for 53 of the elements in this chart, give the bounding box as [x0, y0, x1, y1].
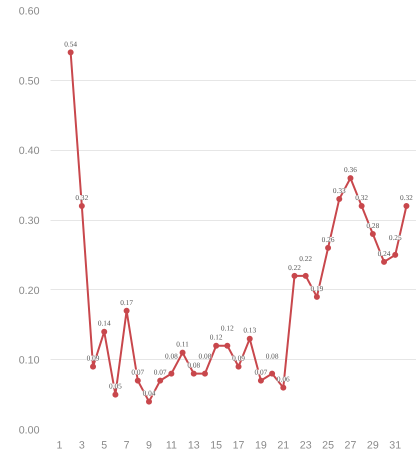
x-tick-label: 5 [101, 440, 108, 452]
y-tick-label: 0.20 [18, 284, 40, 297]
point [246, 336, 253, 342]
point [124, 308, 130, 314]
y-tick-label: 0.60 [18, 6, 40, 18]
point [146, 398, 152, 405]
x-tick-label: 11 [166, 440, 177, 452]
point [302, 272, 309, 279]
point [325, 244, 332, 251]
point [236, 364, 242, 370]
x-tick-label: 3 [78, 440, 85, 452]
point [213, 342, 220, 349]
x-tick-label: 15 [210, 440, 222, 452]
x-tick-label: 23 [300, 440, 312, 452]
x-tick-label: 17 [232, 440, 245, 452]
point [202, 370, 208, 377]
point [168, 370, 174, 377]
point [269, 370, 276, 377]
x-tick-label: 19 [254, 440, 267, 452]
point [258, 378, 264, 384]
point [347, 175, 354, 182]
point [90, 364, 96, 370]
x-tick-label: 29 [366, 440, 379, 452]
point [112, 392, 118, 398]
point [280, 384, 286, 391]
point [224, 342, 230, 349]
y-tick-label: 0.40 [18, 145, 40, 158]
point [68, 49, 74, 56]
x-tick-label: 9 [146, 440, 152, 452]
point [403, 203, 410, 210]
point [190, 370, 197, 377]
y-tick-label: 0.10 [18, 354, 40, 367]
y-tick-label: 0.00 [18, 424, 40, 436]
y-tick-label: 0.30 [18, 215, 40, 227]
point [381, 258, 388, 265]
x-tick-label: 25 [322, 440, 334, 452]
y-tick-label: 0.50 [18, 75, 40, 88]
point [292, 272, 298, 279]
point [134, 378, 141, 384]
point [358, 203, 365, 210]
x-tick-label: 13 [188, 440, 200, 452]
point [370, 230, 376, 237]
point [336, 196, 342, 202]
point [392, 252, 398, 258]
x-tick-label: 31 [389, 440, 402, 452]
x-tick-label: 1 [56, 440, 62, 452]
point [78, 203, 85, 210]
point [180, 350, 186, 356]
x-tick-label: 21 [277, 440, 290, 452]
x-tick-label: 27 [344, 440, 356, 452]
point [157, 378, 164, 384]
point [101, 328, 108, 335]
x-tick-label: 7 [124, 440, 130, 452]
